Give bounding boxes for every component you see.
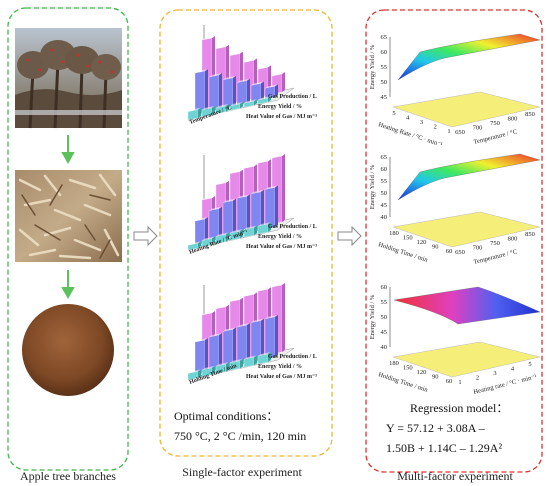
floor [393,342,540,377]
z-tick-label: 45 [381,329,388,336]
legend-label: Heat Value of Gas / MJ m⁻³ [246,244,317,250]
y-tick-label: 4 [511,366,515,373]
y-tick-label: 750 [490,120,500,127]
arrow [134,227,157,245]
model-line: Y = 57.12 + 3.08A – [386,421,486,435]
bar-side [219,73,222,110]
bar-side [282,283,285,352]
bar-side [261,81,264,100]
model-line: 1.50B + 1.14C – 1.29A² [386,441,502,455]
legend-label: Energy Yield / % [258,104,302,110]
x-tick-label: 150 [403,235,413,242]
z-axis-label: Energy Yield / % [369,294,376,339]
y-tick-label: 800 [508,116,518,123]
legend-label: Heat Value of Gas / MJ m⁻³ [246,114,317,120]
bar [223,78,233,109]
z-tick-label: 60 [381,166,388,173]
response-surface [398,34,540,80]
legend-label: Gas Production / L [268,94,317,100]
z-axis-label: Energy Yield / % [369,44,376,89]
x-tick-label: 4 [406,115,410,122]
caption: Apple tree branches [20,469,116,483]
y-tick-label: 1 [458,379,461,386]
x-tick-label: 5 [392,110,395,117]
x-tick-label: 3 [420,119,423,126]
y-tick-label: 2 [476,375,479,382]
legend-label: Gas Production / L [268,224,317,230]
model-title: Regression model： [410,401,508,415]
conclusion-title: Optimal conditions： [174,409,278,423]
arrow [338,227,361,245]
y-tick-label: 700 [473,245,483,252]
z-tick-label: 65 [381,154,388,161]
y-tick-label: 650 [455,129,465,136]
x-tick-label: 90 [432,374,439,381]
x-tick-label: 60 [446,378,453,385]
z-axis-label: Energy Yield / % [369,164,376,209]
y-tick-label: 3 [493,370,496,377]
bar [237,81,247,106]
x-tick-label: 150 [403,365,413,372]
floor [393,92,540,127]
powder-photo [22,304,114,396]
y-tick-label: 850 [525,231,535,238]
bar-side [282,154,285,222]
z-tick-label: 55 [381,178,388,185]
caption: Single-factor experiment [182,465,302,479]
legend-label: Energy Yield / % [258,364,302,370]
z-tick-label: 45 [381,94,388,101]
z-tick-label: 55 [381,299,388,306]
response-surface [398,154,540,200]
y-tick-label: 5 [528,361,531,368]
x-tick-label: 120 [417,239,427,246]
conclusion: 750 °C, 2 °C /min, 120 min [174,429,306,443]
z-tick-label: 55 [381,64,388,71]
floor [393,212,540,247]
bar-side [282,72,285,92]
z-tick-label: 50 [381,190,388,197]
z-tick-label: 50 [381,314,388,321]
graphical-abstract: Apple tree branches Single-factor experi… [0,0,547,486]
bar-side [275,185,278,227]
x-tick-label: 180 [389,230,399,237]
y-tick-label: 800 [508,236,518,243]
z-tick-label: 60 [381,49,388,56]
bar-side [275,315,278,357]
z-tick-label: 60 [381,284,388,291]
response-surface [394,287,540,324]
x-tick-label: 1 [447,128,450,135]
y-tick-label: 700 [473,125,483,132]
bar-side [205,69,208,113]
y-tick-label: 750 [490,240,500,247]
x-tick-label: 2 [434,124,437,131]
bar-side [233,76,236,107]
z-tick-label: 65 [381,34,388,41]
z-tick-label: 40 [381,214,388,221]
legend-label: Gas Production / L [268,354,317,360]
legend-label: Energy Yield / % [258,234,302,240]
x-tick-label: 90 [432,244,439,251]
x-tick-label: 180 [389,360,399,367]
y-tick-label: 650 [455,249,465,256]
caption: Multi-factor experiment [397,469,513,483]
z-tick-label: 40 [381,344,388,351]
y-tick-label: 850 [525,111,535,118]
tree-photo [15,28,122,128]
x-tick-label: 120 [417,369,427,376]
z-tick-label: 50 [381,79,388,86]
legend-label: Heat Value of Gas / MJ m⁻³ [246,374,317,380]
bar-side [247,79,250,104]
wood-chips-photo [15,170,122,262]
z-tick-label: 45 [381,202,388,209]
y-axis-label: Heating rate / °C · min⁻¹ [473,373,538,395]
x-tick-label: 60 [446,248,453,255]
